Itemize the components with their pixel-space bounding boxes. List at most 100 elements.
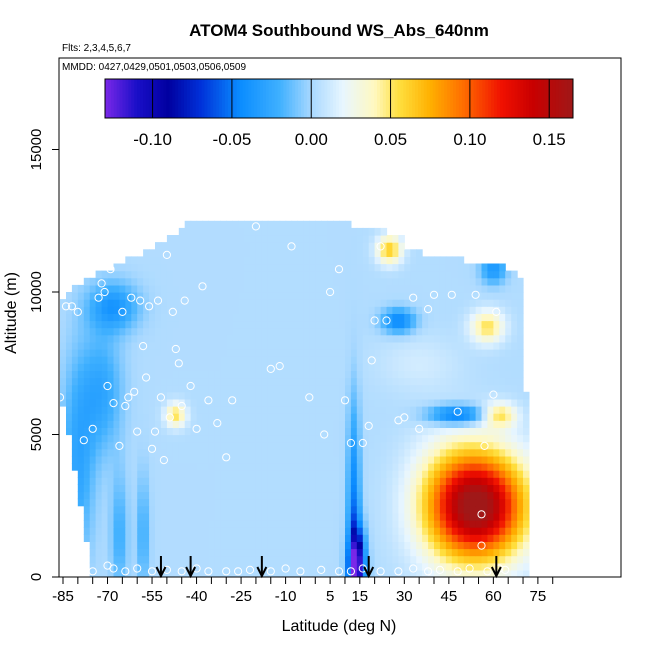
heat-cell bbox=[457, 491, 465, 500]
heat-cell bbox=[356, 341, 364, 350]
heat-cell bbox=[422, 284, 429, 293]
heat-cell bbox=[137, 434, 144, 443]
heat-cell bbox=[434, 320, 441, 329]
heat-cell bbox=[416, 520, 423, 528]
heat-cell bbox=[327, 249, 334, 257]
heat-cell bbox=[493, 484, 500, 493]
heat-cell bbox=[137, 413, 144, 421]
heat-cell bbox=[309, 413, 316, 421]
heat-cell bbox=[291, 256, 298, 265]
heat-cell bbox=[119, 413, 126, 421]
heat-cell bbox=[143, 477, 150, 485]
heat-cell bbox=[493, 420, 500, 428]
heat-cell bbox=[208, 455, 215, 464]
heat-cell bbox=[439, 520, 447, 528]
heat-cell bbox=[83, 384, 91, 393]
heat-cell bbox=[439, 284, 447, 293]
heat-cell bbox=[220, 441, 227, 450]
heat-cell bbox=[232, 341, 239, 350]
colorbar-segment bbox=[145, 79, 150, 118]
heat-cell bbox=[119, 505, 126, 514]
heat-cell bbox=[404, 470, 411, 478]
colorbar-segment bbox=[236, 79, 241, 118]
heat-cell bbox=[155, 498, 162, 507]
heat-cell bbox=[345, 299, 352, 307]
heat-cell bbox=[475, 320, 483, 329]
heat-cell bbox=[202, 512, 209, 521]
profile-arrow bbox=[155, 556, 167, 579]
heat-cell bbox=[196, 548, 204, 557]
heat-cell bbox=[398, 242, 405, 250]
heat-cell bbox=[434, 562, 441, 571]
heat-cell bbox=[220, 470, 227, 478]
heat-cell bbox=[368, 263, 376, 272]
heat-cell bbox=[107, 420, 114, 428]
heat-cell bbox=[202, 356, 209, 364]
heat-cell bbox=[321, 534, 328, 542]
heat-cell bbox=[434, 470, 441, 478]
heat-cell bbox=[232, 484, 239, 493]
heat-cell bbox=[107, 505, 114, 514]
heat-cell bbox=[404, 477, 411, 485]
heat-cell bbox=[273, 384, 281, 393]
heat-cell bbox=[178, 470, 186, 478]
heat-cell bbox=[493, 406, 500, 414]
heat-cell bbox=[184, 356, 192, 364]
heat-cell bbox=[327, 391, 334, 400]
heat-cell bbox=[327, 306, 334, 314]
heat-cell bbox=[350, 512, 358, 521]
heat-cell bbox=[238, 512, 245, 521]
heat-cell bbox=[95, 377, 103, 386]
heat-cell bbox=[244, 313, 251, 322]
heat-cell bbox=[267, 227, 275, 236]
heat-cell bbox=[309, 227, 316, 236]
heat-cell bbox=[267, 313, 275, 322]
x-tick-label: -40 bbox=[186, 588, 208, 605]
heat-cell bbox=[107, 434, 114, 443]
heat-cell bbox=[107, 512, 114, 521]
heat-cell bbox=[196, 263, 204, 272]
heat-cell bbox=[261, 498, 269, 507]
heat-cell bbox=[66, 327, 73, 336]
heat-cell bbox=[356, 569, 364, 577]
heat-cell bbox=[83, 505, 91, 514]
heat-cell bbox=[101, 491, 109, 500]
heat-cell bbox=[238, 220, 245, 229]
heat-cell bbox=[178, 356, 186, 364]
heat-cell bbox=[445, 277, 453, 286]
heat-cell bbox=[362, 427, 370, 436]
heat-cell bbox=[137, 349, 144, 357]
heat-cell bbox=[155, 270, 162, 279]
heat-cell bbox=[160, 470, 168, 478]
heat-cell bbox=[356, 370, 364, 379]
heat-cell bbox=[190, 235, 198, 243]
heat-cell bbox=[404, 520, 411, 528]
heat-cell bbox=[214, 534, 221, 542]
heat-cell bbox=[505, 327, 512, 336]
heat-cell bbox=[362, 227, 370, 236]
heat-cell bbox=[226, 349, 233, 357]
heat-cell bbox=[297, 477, 304, 485]
colorbar-segment bbox=[181, 79, 185, 118]
heat-cell bbox=[410, 263, 417, 272]
colorbar-segment bbox=[570, 79, 574, 118]
heat-cell bbox=[469, 377, 477, 386]
heat-cell bbox=[469, 292, 477, 300]
heat-cell bbox=[345, 384, 352, 393]
heat-cell bbox=[71, 413, 79, 421]
heat-cell bbox=[119, 484, 126, 493]
heat-cell bbox=[208, 498, 215, 507]
heat-cell bbox=[160, 313, 168, 322]
heat-cell bbox=[374, 505, 382, 514]
heat-cell bbox=[422, 527, 429, 535]
heat-cell bbox=[95, 270, 103, 279]
heat-cell bbox=[166, 555, 174, 564]
heat-cell bbox=[428, 520, 435, 528]
colorbar-segment bbox=[377, 79, 381, 118]
heat-cell bbox=[386, 356, 393, 364]
heat-cell bbox=[481, 356, 488, 364]
heat-cell bbox=[327, 569, 334, 577]
heat-cell bbox=[475, 306, 483, 314]
heat-cell bbox=[89, 505, 97, 514]
heat-cell bbox=[202, 562, 209, 571]
